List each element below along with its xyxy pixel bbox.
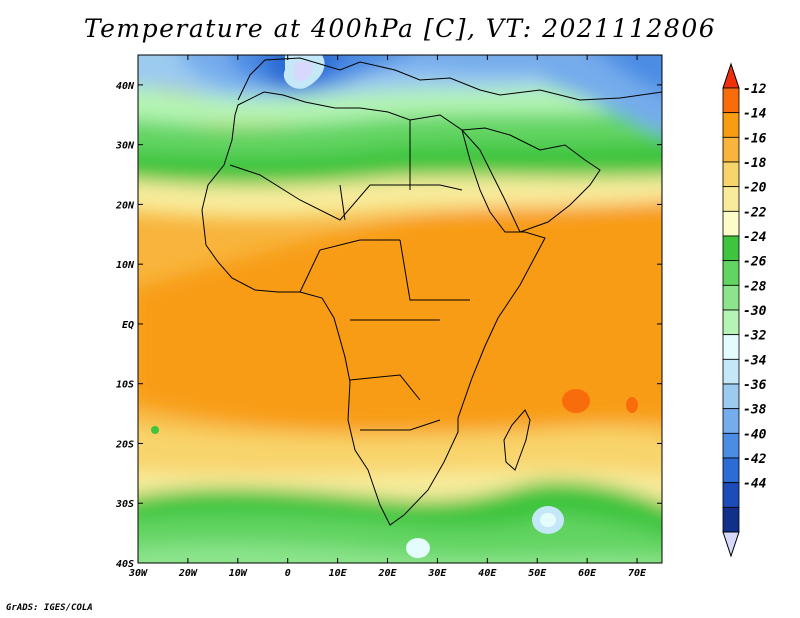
- colorbar-swatch: [722, 432, 740, 459]
- grads-credit: GrADS: IGES/COLA: [6, 603, 93, 613]
- colorbar-level-label: -28: [743, 279, 767, 294]
- colorbar-level-label: -26: [743, 255, 767, 270]
- map-axes: 30W 20W 10W 0 10E 20E 30E 40E 50E 60E 70E 40N 30N 20N…: [115, 55, 662, 579]
- lat-tick-label: 40N: [116, 81, 135, 92]
- colorbar-swatch: [722, 457, 740, 484]
- colorbar-level-label: -24: [743, 230, 767, 245]
- colorbar-swatch: [722, 383, 740, 410]
- colorbar-level-label: -16: [743, 131, 767, 146]
- colorbar-level-label: -40: [743, 427, 767, 442]
- arabia-coastline: [460, 127, 601, 233]
- colorbar-swatch: [722, 506, 740, 533]
- colorbar-level-label: -14: [743, 107, 767, 122]
- colorbar: -12 -14 -16 -18 -20 -22 -24 -26 -28 -30 -32 -34 -36 -…: [722, 62, 767, 558]
- lat-tick-label: 30N: [115, 141, 135, 152]
- north-borders: [229, 120, 470, 431]
- lat-tick-label: EQ: [122, 320, 134, 331]
- lat-tick-label: 20S: [115, 439, 134, 450]
- colorbar-bottom-triangle: [722, 531, 740, 558]
- colorbar-swatch: [722, 210, 740, 237]
- colorbar-top-triangle: [722, 62, 740, 89]
- colorbar-level-label: -22: [743, 205, 767, 220]
- colorbar-swatch: [722, 87, 740, 114]
- lon-tick-label: 60E: [578, 568, 597, 579]
- colorbar-swatch: [722, 309, 740, 336]
- lat-tick-label: 20N: [115, 200, 135, 211]
- colorbar-level-label: -44: [743, 477, 767, 492]
- lat-tick-label: 10S: [116, 380, 134, 391]
- colorbar-swatch: [722, 112, 740, 138]
- colorbar-swatch: [722, 260, 740, 286]
- colorbar-swatch: [722, 136, 740, 163]
- temperature-field: [138, 55, 662, 563]
- colorbar-level-label: -30: [743, 304, 767, 319]
- lon-tick-label: 10W: [229, 568, 248, 579]
- colorbar-level-label: -38: [743, 403, 767, 418]
- colorbar-swatch: [722, 482, 740, 508]
- lon-tick-label: 40E: [478, 568, 497, 579]
- lat-tick-label: 10N: [116, 260, 135, 271]
- europe-coastline: [237, 57, 662, 101]
- lat-tick-label: 40S: [116, 559, 134, 570]
- colorbar-swatch: [722, 235, 740, 262]
- map-title: Temperature at 400hPa [C], VT: 202111280…: [83, 14, 717, 43]
- plot-frame: [137, 54, 663, 564]
- colorbar-swatch: [722, 334, 740, 360]
- lon-tick-label: 70E: [628, 568, 647, 579]
- colorbar-level-label: -32: [743, 329, 767, 344]
- colorbar-swatch: [722, 358, 740, 385]
- colorbar-swatch: [722, 161, 740, 188]
- lon-tick-label: 50E: [528, 568, 547, 579]
- colorbar-level-label: -34: [743, 353, 767, 368]
- coastlines: [201, 57, 662, 526]
- madagascar-coastline: [503, 409, 531, 471]
- lat-tick-label: 30S: [115, 499, 134, 510]
- colorbar-level-label: -12: [743, 82, 767, 97]
- colorbar-level-label: -18: [743, 156, 767, 171]
- colorbar-level-label: -20: [743, 181, 767, 196]
- colorbar-level-label: -42: [743, 452, 767, 467]
- africa-coastline: [201, 91, 546, 526]
- lon-tick-label: 30E: [427, 568, 447, 579]
- lon-tick-label: 20W: [178, 568, 198, 579]
- lon-tick-label: 30W: [128, 568, 148, 579]
- lon-tick-label: 0: [285, 568, 291, 579]
- colorbar-swatch: [722, 408, 740, 434]
- colorbar-swatch: [722, 186, 740, 212]
- lon-tick-label: 10E: [329, 568, 348, 579]
- colorbar-swatch: [722, 284, 740, 311]
- colorbar-level-label: -36: [743, 378, 767, 393]
- lon-tick-label: 20E: [377, 568, 397, 579]
